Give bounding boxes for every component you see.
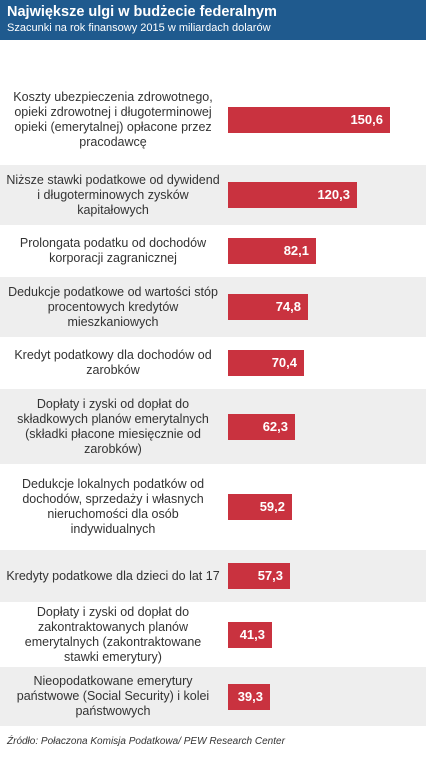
bar-plot-area: Koszty ubezpieczenia zdrowotnego, opieki… [0,74,426,726]
chart-subtitle: Szacunki na rok finansowy 2015 w miliard… [7,22,271,34]
chart-title: Największe ulgi w budżecie federalnym [7,4,277,20]
bar-row: Nieopodatkowane emerytury państwowe (Soc… [0,667,426,726]
value-label: 62,3 [262,419,288,434]
bar [228,107,390,133]
bar [228,622,272,648]
value-label: 70,4 [271,355,297,370]
category-label: Dedukcje podatkowe od wartości stóp proc… [8,284,218,329]
value-label: 59,2 [259,499,285,514]
category-label: Nieopodatkowane emerytury państwowe (Soc… [16,674,210,718]
category-label: Koszty ubezpieczenia zdrowotnego, opieki… [13,89,213,149]
bar-row: Kredyty podatkowe dla dzieci do lat 17 57… [0,550,426,602]
bar-row: Dedukcje lokalnych podatków od dochodów,… [0,464,426,550]
category-label: Dopłaty i zyski od dopłat do składkowych… [17,396,209,456]
category-label: Kredyty podatkowe dla dzieci do lat 17 [6,568,220,583]
category-label: Dedukcje lokalnych podatków od dochodów,… [21,477,205,536]
bar-row: Dedukcje podatkowe od wartości stóp proc… [0,277,426,337]
chart-header: Największe ulgi w budżecie federalnym Sz… [0,0,426,40]
bar-row: Kredyt podatkowy dla dochodów od zarobkó… [0,337,426,389]
bar [228,294,308,320]
value-label: 74,8 [275,299,301,314]
value-label: 82,1 [283,243,309,258]
source-note: Źródło: Połaczona Komisja Podatkowa/ PEW… [7,736,285,747]
value-label: 39,3 [237,689,263,704]
bar [228,563,290,589]
bar [228,238,316,264]
category-label: Dopłaty i zyski od dopłat do zakontrakto… [24,604,202,664]
bar [228,350,304,376]
bar [228,414,295,440]
category-label: Kredyt podatkowy dla dochodów od zarobkó… [14,348,212,377]
bar-row: Prolongata podatku od dochodów korporacj… [0,225,426,277]
value-label: 41,3 [239,627,265,642]
bar [228,182,357,208]
value-label: 57,3 [257,568,283,583]
bar-row: Niższe stawki podatkowe od dywidend i dł… [0,165,426,225]
bar-row: Dopłaty i zyski od dopłat do zakontrakto… [0,602,426,667]
bar-row: Koszty ubezpieczenia zdrowotnego, opieki… [0,74,426,165]
category-label: Niższe stawki podatkowe od dywidend i dł… [6,172,220,217]
bar-row: Dopłaty i zyski od dopłat do składkowych… [0,389,426,464]
value-label: 150,6 [350,112,383,127]
bar [228,494,292,520]
value-label: 120,3 [317,187,350,202]
category-label: Prolongata podatku od dochodów korporacj… [19,236,207,265]
bar [228,684,270,710]
